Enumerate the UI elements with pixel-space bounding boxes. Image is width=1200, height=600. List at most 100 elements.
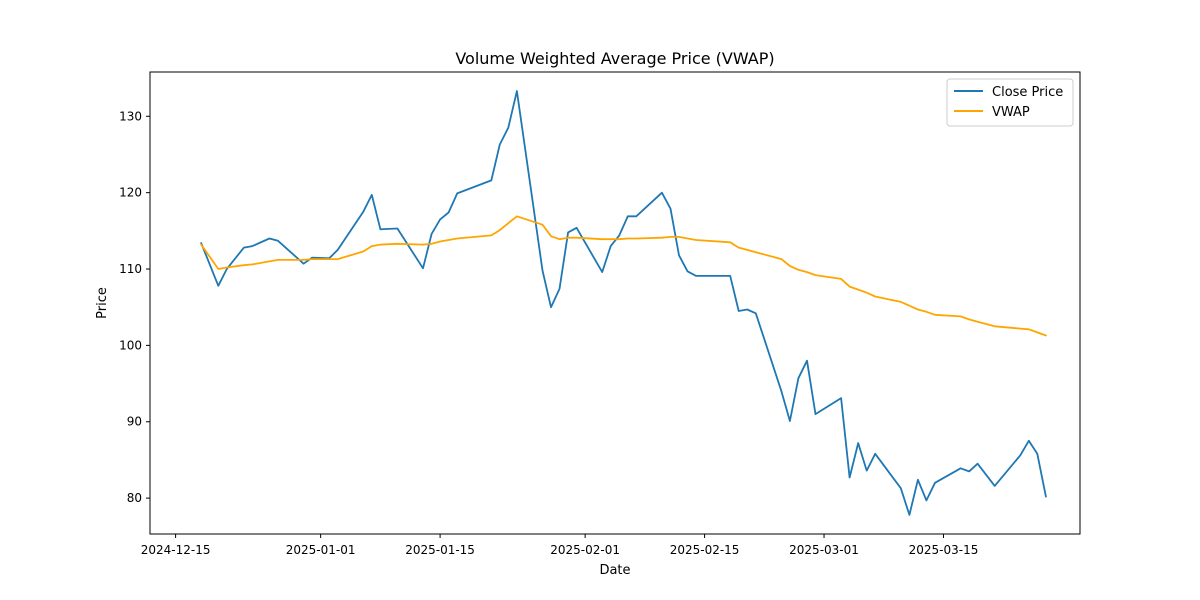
x-tick-label: 2025-02-15 <box>670 543 740 557</box>
data-point-vwap <box>976 320 979 323</box>
data-point-vwap <box>669 235 672 238</box>
data-point-vwap <box>268 260 271 263</box>
data-point-close-price <box>908 513 911 516</box>
data-point-vwap <box>695 239 698 242</box>
data-point-vwap <box>626 237 629 240</box>
data-point-close-price <box>993 484 996 487</box>
data-point-vwap <box>806 271 809 274</box>
data-point-vwap <box>908 304 911 307</box>
data-point-vwap <box>277 258 280 261</box>
data-point-vwap <box>959 315 962 318</box>
data-point-close-price <box>268 237 271 240</box>
x-axis: 2024-12-15 2025-01-01 2025-01-15 2025-02-01… <box>141 534 979 557</box>
data-point-vwap <box>379 243 382 246</box>
y-axis-label: Price <box>95 287 110 319</box>
data-point-close-price <box>797 377 800 380</box>
data-point-close-price <box>848 476 851 479</box>
series-points-close-price <box>200 90 1048 517</box>
data-point-close-price <box>575 226 578 229</box>
data-point-vwap <box>780 258 783 261</box>
y-tick-label: 90 <box>127 415 142 429</box>
data-point-close-price <box>1036 452 1039 455</box>
data-point-vwap <box>848 285 851 288</box>
data-point-close-price <box>857 442 860 445</box>
data-point-vwap <box>541 223 544 226</box>
data-point-vwap <box>1019 327 1022 330</box>
data-point-vwap <box>729 241 732 244</box>
data-point-vwap <box>242 264 245 267</box>
data-point-close-price <box>916 478 919 481</box>
data-point-vwap <box>336 258 339 261</box>
data-point-vwap <box>362 250 365 253</box>
data-point-close-price <box>550 306 553 309</box>
data-point-vwap <box>635 237 638 240</box>
data-point-close-price <box>362 210 365 213</box>
data-point-close-price <box>430 232 433 235</box>
data-point-close-price <box>788 420 791 423</box>
data-point-vwap <box>498 229 501 232</box>
series-layer <box>200 90 1048 517</box>
data-point-close-price <box>635 215 638 218</box>
data-point-vwap <box>567 236 570 239</box>
data-point-vwap <box>865 291 868 294</box>
data-point-close-price <box>1027 439 1030 442</box>
data-point-vwap <box>302 258 305 261</box>
data-point-close-price <box>678 254 681 257</box>
data-point-close-price <box>968 470 971 473</box>
data-point-close-price <box>490 179 493 182</box>
series-line-vwap <box>200 215 1047 337</box>
data-point-close-price <box>601 271 604 274</box>
data-point-close-price <box>251 245 254 248</box>
data-point-close-price <box>217 284 220 287</box>
x-tick-label: 2025-01-01 <box>286 543 356 557</box>
data-point-vwap <box>686 237 689 240</box>
data-point-close-price <box>729 274 732 277</box>
data-point-vwap <box>797 268 800 271</box>
y-tick-label: 110 <box>119 262 142 276</box>
data-point-vwap <box>430 242 433 245</box>
series-line-close-price <box>200 90 1047 516</box>
data-point-close-price <box>660 191 663 194</box>
data-point-close-price <box>1019 454 1022 457</box>
data-point-vwap <box>1036 331 1039 334</box>
data-point-vwap <box>456 237 459 240</box>
data-point-close-price <box>618 234 621 237</box>
data-point-close-price <box>439 218 442 221</box>
y-axis: 80 90 100 110 120 130 <box>119 109 150 505</box>
data-point-vwap <box>439 240 442 243</box>
data-point-vwap <box>857 288 860 291</box>
legend-close-price-label: Close Price <box>992 85 1063 100</box>
data-point-close-price <box>567 231 570 234</box>
data-point-vwap <box>217 268 220 271</box>
data-point-vwap <box>874 295 877 298</box>
data-point-vwap <box>311 258 314 261</box>
data-point-close-price <box>379 228 382 231</box>
data-point-close-price <box>840 397 843 400</box>
data-point-close-price <box>754 312 757 315</box>
y-tick-label: 130 <box>119 109 142 123</box>
data-point-close-price <box>515 90 518 93</box>
data-point-vwap <box>515 215 518 218</box>
data-point-close-price <box>507 126 510 129</box>
data-point-close-price <box>242 246 245 249</box>
x-tick-label: 2025-03-15 <box>909 543 979 557</box>
data-point-vwap <box>968 318 971 321</box>
data-point-close-price <box>669 207 672 210</box>
data-point-vwap <box>746 248 749 251</box>
data-point-close-price <box>934 481 937 484</box>
data-point-close-price <box>686 270 689 273</box>
data-point-close-price <box>737 310 740 313</box>
data-point-vwap <box>899 300 902 303</box>
data-point-close-price <box>899 487 902 490</box>
data-point-close-price <box>865 469 868 472</box>
data-point-vwap <box>916 308 919 311</box>
x-axis-label: Date <box>599 563 630 578</box>
data-point-close-price <box>456 192 459 195</box>
data-point-close-price <box>780 390 783 393</box>
data-point-vwap <box>550 235 553 238</box>
data-point-close-price <box>695 274 698 277</box>
data-point-close-price <box>814 413 817 416</box>
data-point-vwap <box>925 310 928 313</box>
data-point-close-price <box>806 359 809 362</box>
